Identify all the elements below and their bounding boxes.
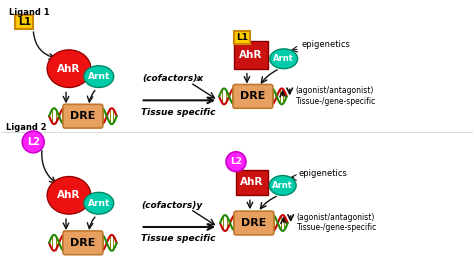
FancyBboxPatch shape: [63, 104, 103, 128]
FancyBboxPatch shape: [236, 169, 268, 195]
Ellipse shape: [84, 66, 114, 87]
Text: L2: L2: [27, 137, 40, 147]
Text: epigenetics: epigenetics: [299, 169, 347, 178]
Ellipse shape: [47, 177, 91, 214]
FancyBboxPatch shape: [234, 31, 250, 44]
Text: Arnt: Arnt: [88, 72, 110, 81]
Ellipse shape: [270, 49, 298, 69]
Text: DRE: DRE: [241, 218, 266, 228]
Text: L2: L2: [230, 157, 242, 166]
Text: AhR: AhR: [240, 177, 264, 187]
Text: AhR: AhR: [57, 64, 81, 74]
FancyBboxPatch shape: [63, 231, 103, 255]
Circle shape: [22, 131, 44, 153]
Text: L1: L1: [236, 33, 248, 42]
Text: AhR: AhR: [57, 190, 81, 200]
FancyBboxPatch shape: [234, 211, 274, 235]
Text: Ligand 1: Ligand 1: [9, 8, 50, 17]
FancyBboxPatch shape: [15, 15, 33, 29]
Text: epigenetics: epigenetics: [301, 40, 350, 49]
Text: DRE: DRE: [240, 91, 265, 101]
Text: Ligand 2: Ligand 2: [6, 122, 47, 131]
Text: x: x: [196, 76, 201, 82]
Text: (cofactors)x: (cofactors)x: [142, 74, 203, 83]
Text: Arnt: Arnt: [272, 181, 293, 190]
Text: Arnt: Arnt: [88, 199, 110, 208]
Text: Tissue-/gene-specific: Tissue-/gene-specific: [297, 224, 377, 233]
Text: DRE: DRE: [70, 111, 96, 121]
Text: Arnt: Arnt: [273, 54, 294, 63]
Text: (agonist/antagonist): (agonist/antagonist): [297, 213, 375, 221]
Text: Tissue-/gene-specific: Tissue-/gene-specific: [296, 97, 376, 106]
Ellipse shape: [269, 176, 296, 195]
Text: L1: L1: [18, 17, 31, 27]
Ellipse shape: [47, 50, 91, 87]
Text: DRE: DRE: [70, 238, 96, 248]
Text: (cofactors)y: (cofactors)y: [142, 201, 203, 210]
Circle shape: [226, 152, 246, 172]
Text: Tissue specific: Tissue specific: [141, 108, 216, 117]
FancyBboxPatch shape: [234, 41, 268, 69]
Ellipse shape: [84, 192, 114, 214]
FancyBboxPatch shape: [233, 84, 273, 108]
Text: AhR: AhR: [239, 50, 263, 60]
Text: (agonist/antagonist): (agonist/antagonist): [296, 86, 374, 95]
Text: Tissue specific: Tissue specific: [141, 234, 216, 243]
